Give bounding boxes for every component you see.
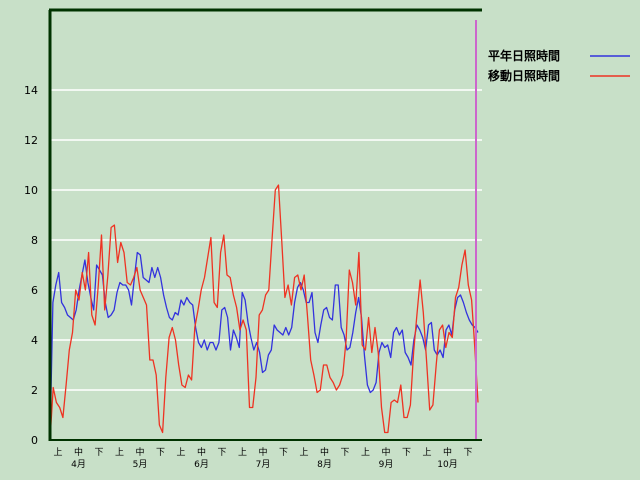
x-period-label: 上 bbox=[238, 447, 247, 458]
x-month-label: 7月 bbox=[256, 459, 271, 470]
x-period-label: 上 bbox=[176, 447, 185, 458]
x-month-label: 5月 bbox=[133, 459, 148, 470]
x-period-label: 下 bbox=[402, 448, 411, 458]
x-period-label: 下 bbox=[279, 448, 288, 458]
series-line-0 bbox=[49, 251, 479, 441]
y-tick-label: 8 bbox=[31, 234, 38, 247]
series-line-1 bbox=[49, 184, 479, 441]
chart-series bbox=[49, 184, 479, 441]
y-tick-label: 0 bbox=[31, 434, 38, 447]
chart-gridlines bbox=[51, 89, 482, 391]
x-period-label: 下 bbox=[94, 448, 103, 458]
legend-label-normal: 平年日照時間 bbox=[488, 48, 560, 63]
x-period-label: 上 bbox=[361, 447, 370, 458]
chart-legend: 平年日照時間 移動日照時間 bbox=[488, 48, 630, 83]
x-month-label: 9月 bbox=[379, 459, 394, 470]
x-period-label: 上 bbox=[299, 447, 308, 458]
x-period-label: 上 bbox=[53, 447, 62, 458]
x-month-label: 6月 bbox=[194, 459, 209, 470]
x-period-label: 下 bbox=[340, 448, 349, 458]
y-tick-label: 14 bbox=[24, 84, 38, 97]
x-month-label: 10月 bbox=[437, 459, 457, 470]
y-tick-label: 2 bbox=[31, 384, 38, 397]
legend-label-moving: 移動日照時間 bbox=[488, 68, 560, 83]
x-period-label: 中 bbox=[258, 446, 267, 458]
y-axis-ticks: 0 2 4 6 8 10 12 14 bbox=[24, 84, 38, 447]
x-period-label: 中 bbox=[135, 446, 144, 458]
x-period-label: 上 bbox=[115, 447, 124, 458]
x-period-label: 中 bbox=[74, 446, 83, 458]
x-period-label: 下 bbox=[217, 448, 226, 458]
x-period-label: 中 bbox=[320, 446, 329, 458]
y-tick-label: 6 bbox=[31, 284, 38, 297]
y-tick-label: 10 bbox=[24, 184, 38, 197]
x-period-label: 中 bbox=[443, 446, 452, 458]
y-tick-label: 12 bbox=[24, 134, 38, 147]
x-axis-ticks: 上中下上中下上中下上中下上中下上中下上中下4月 5月 6月 7月 8月 9月 10月 bbox=[53, 446, 472, 470]
x-period-label: 中 bbox=[381, 446, 390, 458]
x-period-label: 下 bbox=[463, 448, 472, 458]
y-tick-label: 4 bbox=[31, 334, 38, 347]
chart-axes bbox=[48, 8, 482, 441]
x-period-label: 下 bbox=[156, 448, 165, 458]
x-period-label: 上 bbox=[422, 447, 431, 458]
x-month-label: 8月 bbox=[317, 459, 332, 470]
x-month-label: 4月 bbox=[71, 459, 86, 470]
x-period-label: 中 bbox=[197, 446, 206, 458]
